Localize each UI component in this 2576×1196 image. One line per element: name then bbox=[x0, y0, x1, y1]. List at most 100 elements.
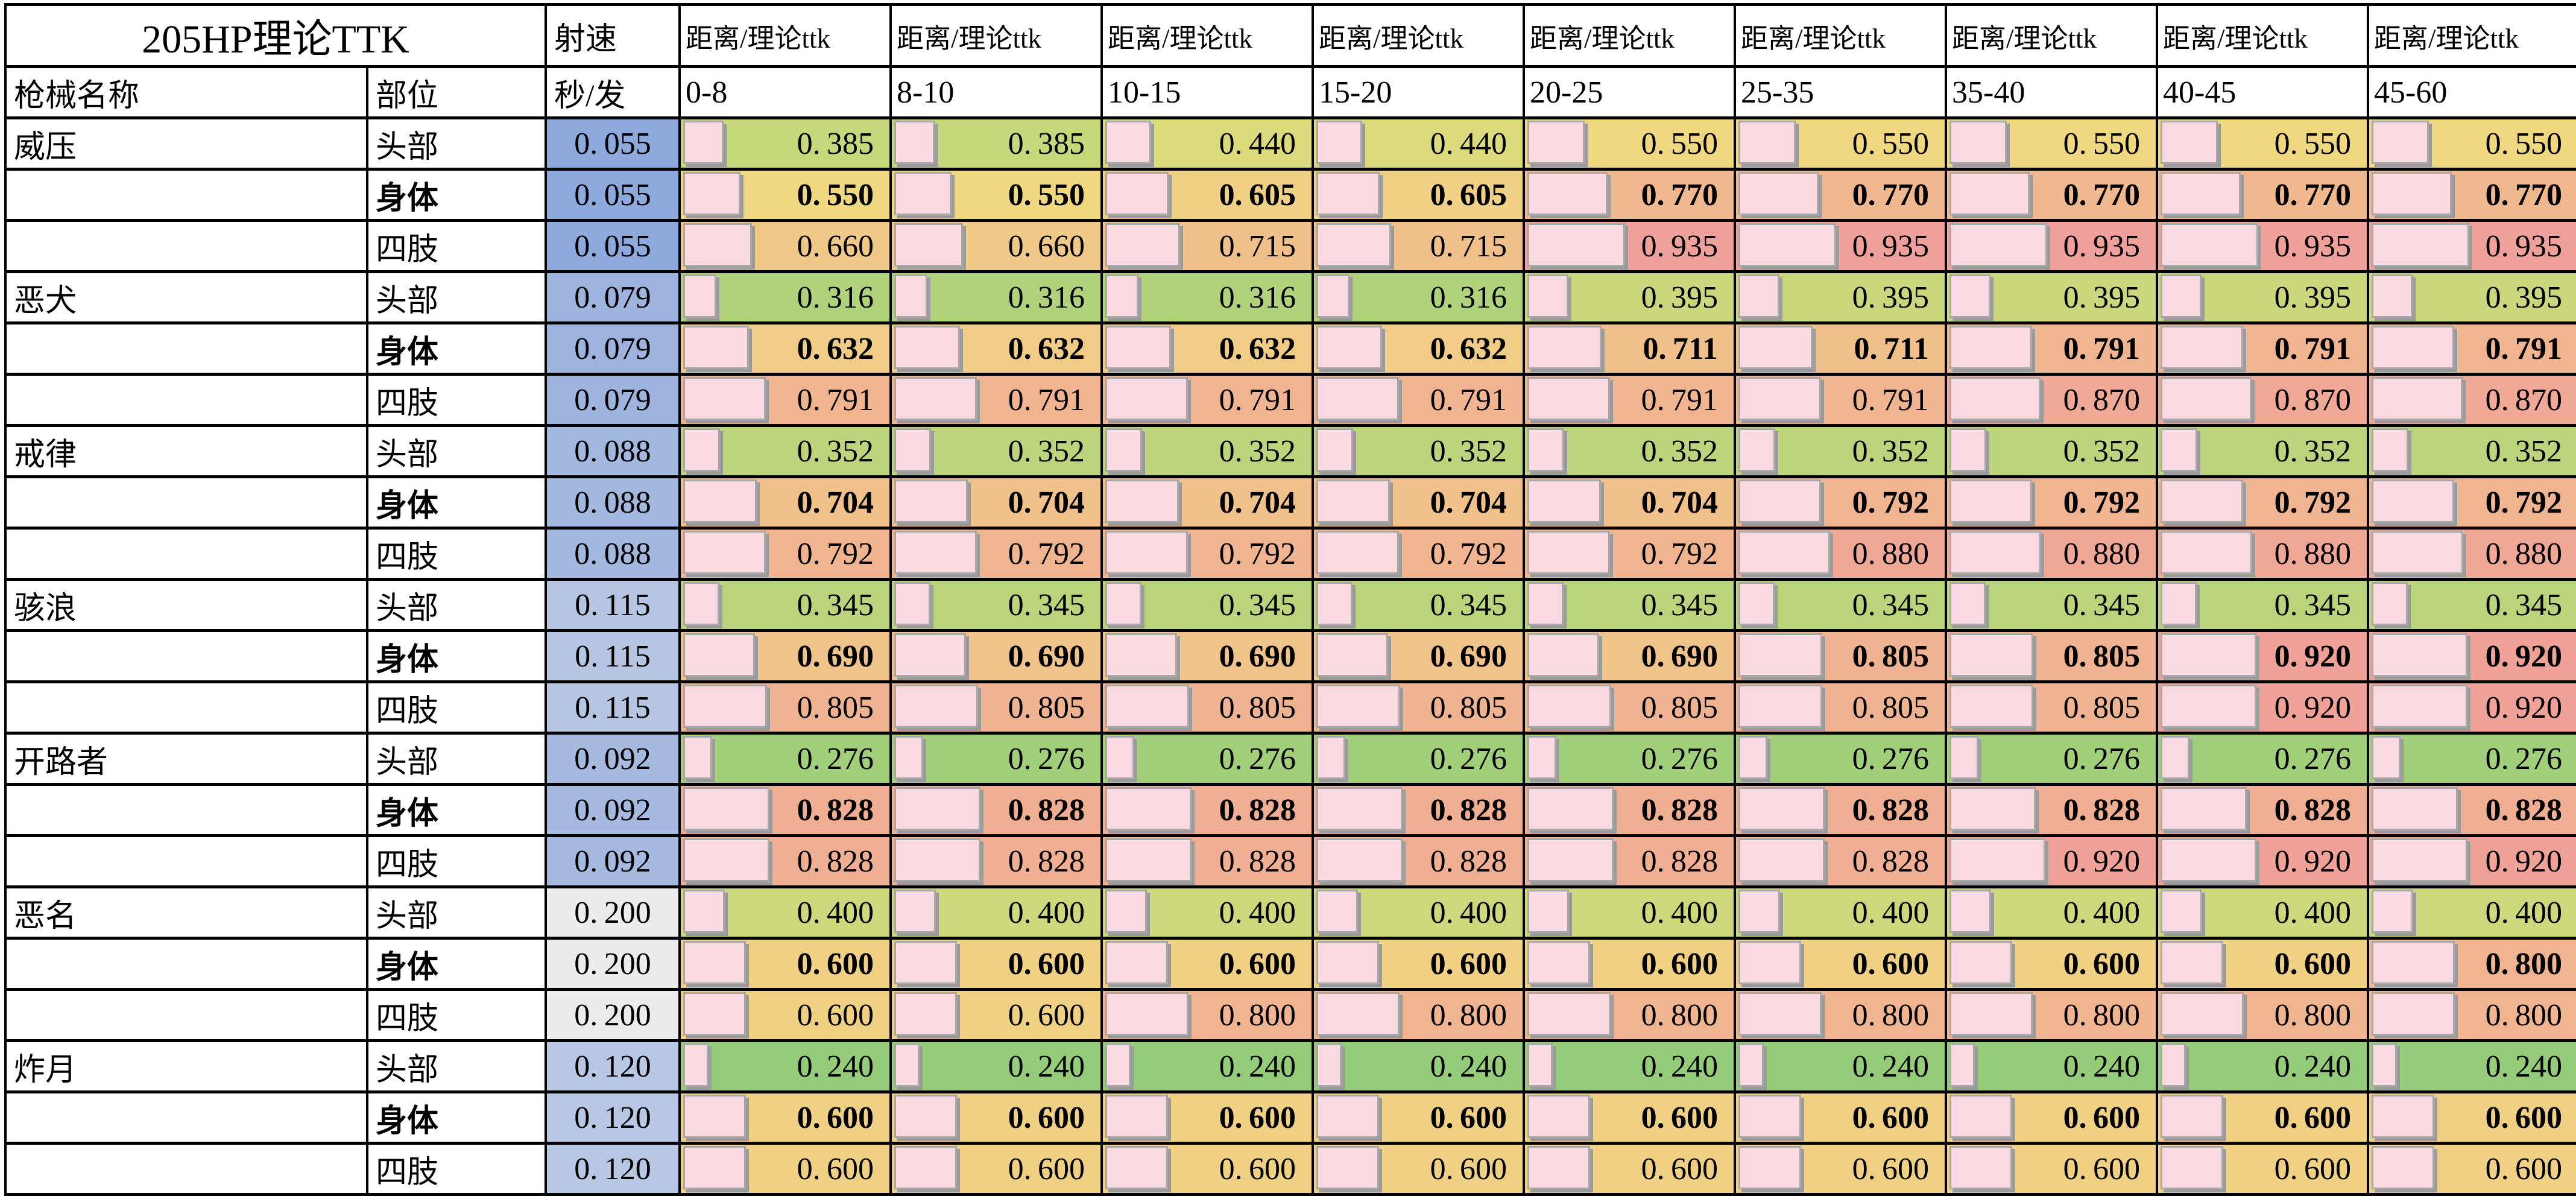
ttk-value-cell[interactable]: 0. 550 bbox=[1945, 116, 2159, 171]
ttk-value-cell[interactable]: 0. 352 bbox=[889, 424, 1103, 478]
ttk-value-cell[interactable]: 0. 600 bbox=[1734, 937, 1948, 991]
weapon-name-cell[interactable] bbox=[4, 1090, 368, 1145]
ttk-value-cell[interactable]: 0. 828 bbox=[889, 783, 1103, 837]
ttk-value-cell[interactable]: 0. 352 bbox=[2367, 424, 2576, 478]
ttk-value-cell[interactable]: 0. 600 bbox=[1100, 1142, 1315, 1196]
ttk-value-cell[interactable]: 0. 770 bbox=[2156, 168, 2370, 222]
fire-rate-cell[interactable]: 0. 088 bbox=[545, 424, 681, 478]
fire-rate-cell[interactable]: 0. 115 bbox=[545, 680, 681, 735]
ttk-value-cell[interactable]: 0. 395 bbox=[1523, 270, 1737, 324]
ttk-value-cell[interactable]: 0. 791 bbox=[2156, 321, 2370, 376]
ttk-value-cell[interactable]: 0. 805 bbox=[889, 680, 1103, 735]
ttk-value-cell[interactable]: 0. 632 bbox=[889, 321, 1103, 376]
ttk-value-cell[interactable]: 0. 600 bbox=[1734, 1090, 1948, 1145]
ttk-value-cell[interactable]: 0. 828 bbox=[2367, 783, 2576, 837]
ttk-value-cell[interactable]: 0. 316 bbox=[678, 270, 892, 324]
fire-rate-cell[interactable]: 0. 120 bbox=[545, 1090, 681, 1145]
distance-ttk-header-5[interactable]: 距离/理论ttk bbox=[1523, 3, 1737, 68]
ttk-value-cell[interactable]: 0. 791 bbox=[1945, 321, 2159, 376]
ttk-value-cell[interactable]: 0. 805 bbox=[1312, 680, 1526, 735]
distance-ttk-header-3[interactable]: 距离/理论ttk bbox=[1100, 3, 1315, 68]
ttk-value-cell[interactable]: 0. 770 bbox=[1523, 168, 1737, 222]
ttk-value-cell[interactable]: 0. 791 bbox=[678, 373, 892, 427]
ttk-value-cell[interactable]: 0. 935 bbox=[1734, 219, 1948, 273]
ttk-value-cell[interactable]: 0. 880 bbox=[1734, 527, 1948, 581]
ttk-value-cell[interactable]: 0. 711 bbox=[1523, 321, 1737, 376]
ttk-value-cell[interactable]: 0. 920 bbox=[2156, 834, 2370, 888]
distance-ttk-header-2[interactable]: 距离/理论ttk bbox=[889, 3, 1103, 68]
ttk-value-cell[interactable]: 0. 800 bbox=[2367, 937, 2576, 991]
fire-rate-cell[interactable]: 0. 200 bbox=[545, 988, 681, 1042]
ttk-value-cell[interactable]: 0. 345 bbox=[1312, 578, 1526, 632]
ttk-value-cell[interactable]: 0. 935 bbox=[1945, 219, 2159, 273]
ttk-value-cell[interactable]: 0. 711 bbox=[1734, 321, 1948, 376]
ttk-value-cell[interactable]: 0. 792 bbox=[1312, 527, 1526, 581]
ttk-value-cell[interactable]: 0. 792 bbox=[2367, 475, 2576, 530]
ttk-value-cell[interactable]: 0. 240 bbox=[2156, 1039, 2370, 1093]
body-part-cell[interactable]: 头部 bbox=[365, 732, 548, 786]
body-part-cell[interactable]: 四肢 bbox=[365, 1142, 548, 1196]
ttk-value-cell[interactable]: 0. 352 bbox=[678, 424, 892, 478]
ttk-value-cell[interactable]: 0. 385 bbox=[889, 116, 1103, 171]
ttk-value-cell[interactable]: 0. 828 bbox=[1100, 834, 1315, 888]
ttk-value-cell[interactable]: 0. 600 bbox=[889, 1090, 1103, 1145]
ttk-value-cell[interactable]: 0. 400 bbox=[678, 885, 892, 940]
weapon-name-cell[interactable] bbox=[4, 527, 368, 581]
ttk-value-cell[interactable]: 0. 345 bbox=[1523, 578, 1737, 632]
ttk-value-cell[interactable]: 0. 276 bbox=[1312, 732, 1526, 786]
ttk-value-cell[interactable]: 0. 276 bbox=[2156, 732, 2370, 786]
weapon-name-cell[interactable] bbox=[4, 783, 368, 837]
weapon-name-cell[interactable]: 骇浪 bbox=[4, 578, 368, 632]
distance-ttk-header-6[interactable]: 距离/理论ttk bbox=[1734, 3, 1948, 68]
ttk-value-cell[interactable]: 0. 395 bbox=[1734, 270, 1948, 324]
ttk-value-cell[interactable]: 0. 600 bbox=[1945, 937, 2159, 991]
ttk-value-cell[interactable]: 0. 600 bbox=[678, 937, 892, 991]
ttk-value-cell[interactable]: 0. 240 bbox=[678, 1039, 892, 1093]
ttk-value-cell[interactable]: 0. 240 bbox=[1734, 1039, 1948, 1093]
fire-rate-cell[interactable]: 0. 055 bbox=[545, 219, 681, 273]
weapon-name-cell[interactable]: 戒律 bbox=[4, 424, 368, 478]
ttk-value-cell[interactable]: 0. 828 bbox=[1312, 783, 1526, 837]
fire-rate-cell[interactable]: 0. 079 bbox=[545, 321, 681, 376]
ttk-value-cell[interactable]: 0. 345 bbox=[1100, 578, 1315, 632]
ttk-value-cell[interactable]: 0. 870 bbox=[1945, 373, 2159, 427]
weapon-col-header[interactable]: 枪械名称 bbox=[4, 65, 368, 119]
ttk-value-cell[interactable]: 0. 600 bbox=[2156, 1090, 2370, 1145]
weapon-name-cell[interactable] bbox=[4, 834, 368, 888]
ttk-value-cell[interactable]: 0. 550 bbox=[678, 168, 892, 222]
ttk-value-cell[interactable]: 0. 276 bbox=[889, 732, 1103, 786]
ttk-value-cell[interactable]: 0. 792 bbox=[1523, 527, 1737, 581]
ttk-value-cell[interactable]: 0. 935 bbox=[2367, 219, 2576, 273]
ttk-value-cell[interactable]: 0. 240 bbox=[2367, 1039, 2576, 1093]
ttk-value-cell[interactable]: 0. 400 bbox=[1312, 885, 1526, 940]
ttk-value-cell[interactable]: 0. 600 bbox=[1945, 1090, 2159, 1145]
distance-range-header-7[interactable]: 35-40 bbox=[1945, 65, 2159, 119]
weapon-name-cell[interactable] bbox=[4, 988, 368, 1042]
ttk-value-cell[interactable]: 0. 828 bbox=[889, 834, 1103, 888]
ttk-value-cell[interactable]: 0. 600 bbox=[1523, 937, 1737, 991]
weapon-name-cell[interactable] bbox=[4, 937, 368, 991]
ttk-value-cell[interactable]: 0. 276 bbox=[1945, 732, 2159, 786]
ttk-value-cell[interactable]: 0. 276 bbox=[1523, 732, 1737, 786]
ttk-value-cell[interactable]: 0. 352 bbox=[1100, 424, 1315, 478]
ttk-value-cell[interactable]: 0. 800 bbox=[1734, 988, 1948, 1042]
ttk-value-cell[interactable]: 0. 600 bbox=[2156, 937, 2370, 991]
weapon-name-cell[interactable] bbox=[4, 680, 368, 735]
weapon-name-cell[interactable] bbox=[4, 475, 368, 530]
ttk-value-cell[interactable]: 0. 805 bbox=[1734, 680, 1948, 735]
ttk-value-cell[interactable]: 0. 600 bbox=[678, 1142, 892, 1196]
distance-range-header-3[interactable]: 10-15 bbox=[1100, 65, 1315, 119]
ttk-value-cell[interactable]: 0. 704 bbox=[1312, 475, 1526, 530]
ttk-value-cell[interactable]: 0. 276 bbox=[1100, 732, 1315, 786]
body-part-cell[interactable]: 身体 bbox=[365, 321, 548, 376]
ttk-value-cell[interactable]: 0. 400 bbox=[1523, 885, 1737, 940]
body-part-cell[interactable]: 身体 bbox=[365, 783, 548, 837]
ttk-value-cell[interactable]: 0. 240 bbox=[889, 1039, 1103, 1093]
ttk-value-cell[interactable]: 0. 660 bbox=[889, 219, 1103, 273]
ttk-value-cell[interactable]: 0. 550 bbox=[889, 168, 1103, 222]
ttk-value-cell[interactable]: 0. 828 bbox=[1523, 783, 1737, 837]
ttk-value-cell[interactable]: 0. 600 bbox=[1734, 1142, 1948, 1196]
fire-rate-cell[interactable]: 0. 088 bbox=[545, 527, 681, 581]
body-part-cell[interactable]: 身体 bbox=[365, 629, 548, 683]
ttk-value-cell[interactable]: 0. 400 bbox=[2156, 885, 2370, 940]
